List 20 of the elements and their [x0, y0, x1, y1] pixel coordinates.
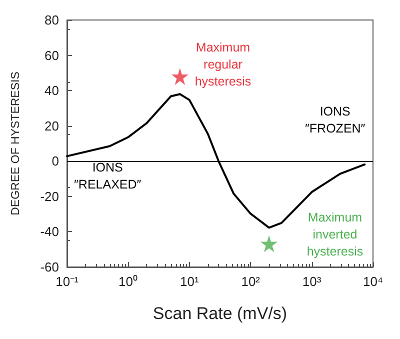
annotation: IONS ″RELAXED″	[74, 160, 142, 192]
y-tick-label: 20	[44, 118, 59, 134]
x-tick-label: 10⁻¹	[56, 274, 80, 289]
y-tick-label: -20	[40, 188, 59, 204]
x-tick-label: 10⁴	[362, 274, 384, 289]
y-tick-label: -60	[40, 260, 59, 274]
y-tick-label: 80	[44, 12, 59, 28]
x-tick-label: 10¹	[180, 274, 200, 289]
y-tick-label: 60	[44, 48, 59, 63]
y-tick-label: -40	[40, 224, 59, 240]
x-tick-label: 10²	[241, 274, 261, 289]
x-tick-label: 10³	[302, 274, 322, 289]
y-tick-label: 0	[52, 154, 59, 169]
x-tick-label: 10⁰	[118, 274, 138, 289]
annotation: Maximum inverted hysteresis	[306, 210, 364, 258]
y-tick-label: 40	[44, 83, 59, 98]
x-axis-title: Scan Rate (mV/s)	[152, 304, 288, 323]
annotation: Maximum regular hysteresis	[194, 40, 252, 88]
annotation: IONS ″FROZEN″	[304, 104, 366, 136]
y-axis-title: DEGREE OF HYSTERESIS	[10, 71, 22, 216]
